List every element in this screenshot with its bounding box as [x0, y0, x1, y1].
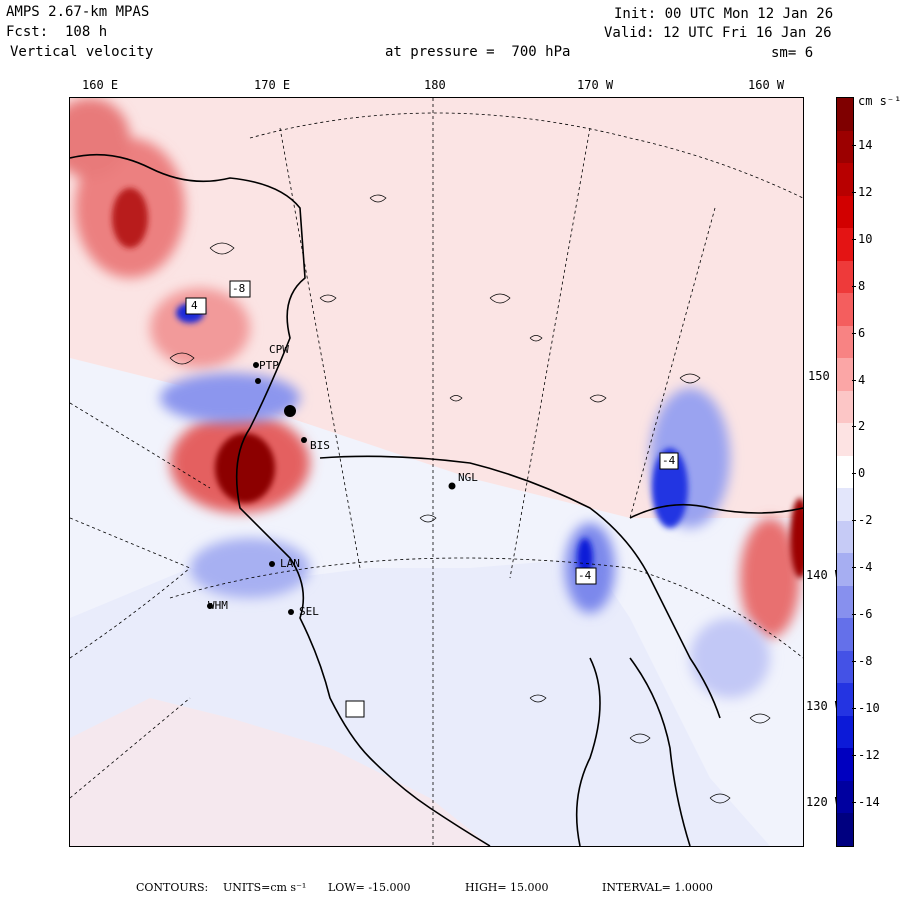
colorbar-tick	[852, 660, 856, 662]
map-canvas	[70, 98, 803, 846]
downdraft-shading	[160, 373, 770, 698]
colorbar-tick-label: 2	[858, 419, 866, 434]
colorbar-segment	[837, 780, 853, 814]
colorbar-segment	[837, 618, 853, 652]
footer-high: HIGH= 15.000	[465, 881, 549, 894]
colorbar-tick-label: -12	[858, 747, 880, 762]
coastline	[70, 153, 803, 846]
box-value-4: -4	[662, 454, 676, 467]
colorbar-tick-label: 6	[858, 325, 866, 340]
colorbar-segment	[837, 455, 853, 489]
colorbar-tick-label: -4	[858, 560, 873, 575]
station-ngl: NGL	[458, 471, 478, 484]
colorbar-tick-label: 10	[858, 231, 873, 246]
colorbar-tick-label: -6	[858, 607, 873, 621]
footer-interval: INTERVAL= 1.0000	[602, 881, 713, 894]
footer-contours: CONTOURS:	[136, 881, 209, 894]
colorbar-tick-label: -8	[858, 653, 873, 668]
colorbar-segment	[837, 748, 853, 782]
colorbar-tick-label: -14	[858, 794, 880, 809]
lat-label-150w: 150 W	[808, 369, 845, 383]
colorbar-segment	[837, 228, 853, 262]
station-markers	[207, 362, 456, 615]
colorbar-tick-label: -10	[858, 700, 880, 715]
colorbar-segment	[837, 358, 853, 392]
station-cpw: CPW	[269, 343, 289, 356]
colorbar-segment	[837, 715, 853, 749]
footer-units: UNITS=cm s⁻¹	[223, 881, 307, 894]
colorbar-tick-label: -2	[858, 513, 873, 528]
colorbar-segment	[837, 585, 853, 619]
colorbar-segment	[837, 130, 853, 164]
colorbar-tick	[852, 332, 856, 334]
positive-background-region	[70, 98, 803, 518]
colorbar-segment	[837, 488, 853, 522]
lat-label-130w: 130 W	[806, 699, 843, 713]
colorbar-tick-label: 4	[858, 372, 866, 387]
colorbar-tick	[852, 567, 856, 569]
lon-label-160w: 160 W	[748, 78, 785, 92]
box-value-1: 4	[191, 299, 198, 312]
lat-label-120w: 120 W	[806, 795, 843, 809]
colorbar-tick	[852, 520, 856, 522]
contour-lines	[169, 194, 771, 804]
colorbar-tick	[852, 238, 856, 240]
smoothing: sm= 6	[771, 45, 814, 61]
colorbar-segment	[837, 325, 853, 359]
colorbar-tick	[852, 285, 856, 287]
colorbar-tick	[852, 707, 856, 709]
lower-left-shade	[70, 698, 490, 846]
colorbar-tick	[852, 426, 856, 428]
colorbar-tick-label: 12	[858, 184, 873, 199]
colorbar-tick	[852, 145, 856, 146]
pressure-level: at pressure = 700 hPa	[385, 44, 571, 60]
colorbar-segment	[837, 423, 853, 457]
lon-label-160e: 160 E	[82, 78, 119, 92]
colorbar-tick	[852, 379, 856, 381]
init-time: Init: 00 UTC Mon 12 Jan 26	[614, 6, 834, 22]
updraft-core	[112, 188, 803, 578]
lon-label-170e: 170 E	[254, 78, 291, 92]
box-value-3: -4	[578, 569, 592, 582]
field-name: Vertical velocity	[10, 44, 154, 60]
colorbar	[836, 97, 854, 847]
box-value-2: -8	[232, 282, 246, 295]
colorbar-tick-label: 0	[858, 466, 866, 481]
station-lan: LAN	[280, 557, 300, 570]
colorbar-segment	[837, 813, 853, 847]
footer-low: LOW= -15.000	[328, 881, 411, 894]
value-boxes	[185, 280, 679, 718]
colorbar-segment	[837, 163, 853, 197]
vertical-velocity-map: 4 -8 -4 -4 CPW PTP BIS NGL LAN WHM SEL	[69, 97, 804, 847]
colorbar-tick-label: 8	[858, 278, 866, 293]
colorbar-segment	[837, 195, 853, 229]
forecast-hour: Fcst: 108 h	[6, 24, 108, 40]
colorbar-tick	[852, 191, 856, 193]
colorbar-segment	[837, 683, 853, 717]
colorbar-segment	[837, 390, 853, 424]
station-ptp: PTP	[259, 359, 279, 372]
colorbar-segment	[837, 520, 853, 554]
colorbar-tick	[852, 614, 856, 615]
colorbar-tick	[852, 801, 856, 803]
station-bis: BIS	[310, 439, 330, 452]
lon-label-170w: 170 W	[577, 78, 614, 92]
station-whm: WHM	[208, 599, 228, 612]
colorbar-segment	[837, 260, 853, 294]
model-title: AMPS 2.67-km MPAS	[6, 4, 150, 20]
colorbar-segment	[837, 293, 853, 327]
lat-label-140w: 140 W	[806, 568, 843, 582]
colorbar-segment	[837, 650, 853, 684]
station-sel: SEL	[299, 605, 319, 618]
colorbar-tick-label: 14	[858, 138, 873, 152]
colorbar-units: cm s⁻¹	[858, 94, 900, 108]
colorbar-segment	[837, 553, 853, 587]
lon-label-180: 180	[424, 78, 446, 92]
colorbar-segment	[837, 98, 853, 132]
colorbar-tick	[852, 754, 856, 756]
valid-time: Valid: 12 UTC Fri 16 Jan 26	[604, 25, 832, 41]
colorbar-tick	[852, 473, 856, 475]
